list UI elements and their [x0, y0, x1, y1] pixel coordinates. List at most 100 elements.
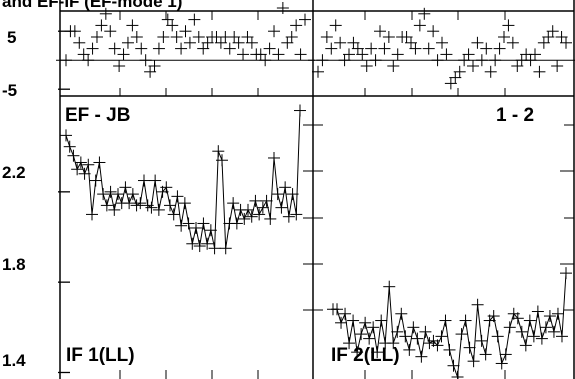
residuals-right-point [467, 60, 479, 72]
if2-point [459, 314, 472, 327]
residuals-right-point [493, 42, 506, 55]
if1-point [182, 217, 195, 230]
residuals-left-point [268, 25, 281, 38]
residuals-right-point [462, 48, 475, 61]
residuals-right-point [484, 65, 497, 78]
residuals-right-panel [308, 7, 575, 90]
if1-point [260, 194, 273, 207]
if1-point [253, 208, 266, 221]
if1-point [290, 208, 303, 221]
if2-point [551, 307, 564, 320]
if1-point [282, 210, 295, 223]
residuals-right-point [329, 19, 342, 32]
if1-point [126, 188, 139, 201]
if2-point [447, 359, 460, 372]
if1-point [286, 188, 299, 201]
residuals-right-point [502, 19, 515, 32]
if1-point [201, 237, 214, 250]
if2-point [375, 314, 388, 327]
if2-point [547, 325, 560, 338]
if1-point [123, 197, 136, 210]
if1-point [138, 174, 150, 187]
residuals-left-point [223, 42, 236, 55]
residuals-left-point [294, 48, 307, 61]
residuals-left-point [135, 42, 148, 55]
if1-point [100, 199, 113, 212]
residuals-left-point [68, 25, 81, 38]
if2-point [443, 343, 456, 356]
if1-point [230, 217, 243, 230]
if2-point [471, 298, 484, 311]
residuals-right-point [391, 48, 404, 61]
residuals-left-point [157, 31, 170, 43]
if2-point [331, 303, 344, 316]
residuals-left-point [259, 54, 272, 67]
residuals-right-point [471, 36, 484, 49]
if2-point [527, 330, 540, 343]
if1-point [271, 188, 284, 201]
residuals-left-point [285, 31, 298, 43]
if1-point [193, 240, 206, 253]
if2-point [555, 330, 568, 343]
if1-point [93, 156, 106, 169]
residuals-left-point [108, 42, 121, 55]
if1-point [152, 203, 165, 216]
if1-point [112, 188, 124, 201]
if1-point [190, 221, 202, 234]
residuals-left-point [175, 42, 188, 55]
if1-point [219, 242, 232, 255]
residuals-left-point [99, 7, 112, 20]
residuals-right-point [356, 48, 369, 61]
if2-point [455, 328, 468, 341]
if2-point [519, 339, 532, 352]
if2-point [359, 316, 372, 329]
residuals-left-point [126, 19, 139, 32]
if1-point [145, 201, 158, 214]
residuals-left-point [290, 19, 303, 32]
residuals-left-point [188, 13, 201, 26]
if1-point [160, 181, 173, 194]
residuals-right-point [320, 31, 333, 43]
title-if1: IF 1(LL) [66, 345, 135, 366]
residuals-left-point [237, 48, 250, 61]
if2-point [367, 321, 380, 334]
residuals-right-point [360, 60, 373, 72]
residuals-right-point [546, 25, 559, 38]
residuals-right-point [560, 36, 572, 49]
residuals-right-marks [308, 7, 575, 90]
if1-point [245, 210, 258, 223]
residuals-right-point [480, 42, 493, 55]
if1-point [238, 212, 251, 225]
if2-point [419, 325, 432, 338]
annotation-ef-jb: EF - JB [65, 105, 130, 126]
residuals-right-point [431, 54, 444, 67]
if1-point [134, 197, 147, 210]
if2-point [371, 346, 384, 359]
residuals-left-point [95, 19, 108, 32]
if2-point [495, 357, 508, 370]
if2-point [475, 334, 488, 347]
if1-point [82, 158, 95, 171]
if2-point [391, 325, 404, 338]
if1-point [171, 190, 184, 203]
ytick-label-1-8: 1.8 [2, 255, 26, 274]
residuals-left-panel [56, 2, 315, 78]
ytick-label-1-4: 1.4 [2, 351, 26, 370]
residuals-right-point [427, 25, 440, 38]
residuals-left-point [60, 54, 72, 67]
if2-point [515, 325, 528, 338]
residuals-right-point [551, 60, 564, 72]
if2-point [363, 332, 376, 345]
if2-point [503, 321, 516, 334]
residuals-left-marks [56, 2, 315, 78]
if1-point [63, 140, 76, 153]
if2-point [491, 330, 504, 343]
if2-point [399, 330, 412, 343]
if2-point [479, 348, 492, 361]
if1-point [249, 194, 262, 207]
if1-point [86, 208, 98, 221]
residuals-right-point [382, 31, 395, 43]
residuals-left-point [179, 25, 192, 38]
if1-point [264, 212, 277, 225]
residuals-left-point [130, 31, 143, 43]
